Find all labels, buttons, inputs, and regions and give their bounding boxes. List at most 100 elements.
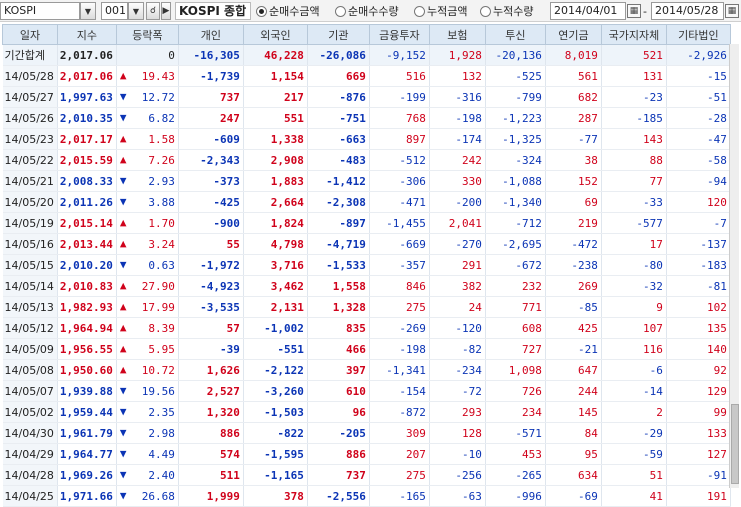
value-govt: -32 [601, 275, 667, 297]
change-cell: ▲ 27.90 [116, 275, 179, 297]
value-others: -28 [666, 107, 731, 129]
radio-dot-icon[interactable] [256, 5, 267, 17]
value-fin: 846 [369, 275, 430, 297]
table-row[interactable]: 14/05/28 2,017.06 ▲ 19.43 -1,739 1,154 669 516 1… [2, 65, 731, 87]
value-insurance: -316 [429, 86, 486, 108]
table-row[interactable]: 14/05/07 1,939.88 ▼ 19.56 2,527 -3,260 610 -154… [2, 380, 731, 402]
index-value: 2,011.26 [57, 191, 117, 213]
radio-cumulative-amount[interactable]: 누적금액 [414, 2, 467, 20]
column-header[interactable]: 기타법인 [665, 24, 731, 45]
row-date: 14/05/09 [2, 338, 58, 360]
triangle-up-icon: ▲ [119, 321, 127, 334]
value-govt: 521 [601, 44, 667, 66]
change-value: 26.68 [141, 489, 175, 503]
radio-dot-icon[interactable] [480, 5, 491, 17]
column-header[interactable]: 지수 [56, 24, 117, 45]
date-separator: - [643, 4, 647, 18]
column-header[interactable]: 개인 [177, 24, 244, 45]
date-from-field[interactable]: 2014/04/01 ▦ [550, 2, 641, 20]
table-row[interactable]: 14/05/23 2,017.17 ▲ 1.58 -609 1,338 -663 897 -17… [2, 128, 731, 150]
column-header[interactable]: 금융투자 [368, 24, 430, 45]
table-row[interactable]: 14/05/27 1,997.63 ▼ 12.72 737 217 -876 -199 -316… [2, 86, 731, 108]
value-govt: 77 [601, 170, 667, 192]
table-row[interactable]: 14/05/14 2,010.83 ▲ 27.90 -4,923 3,462 1,558 84… [2, 275, 731, 297]
column-header[interactable]: 투신 [484, 24, 546, 45]
table-row[interactable]: 14/04/30 1,961.79 ▼ 2.98 886 -822 -205 309 128 -5… [2, 422, 731, 444]
column-header[interactable]: 등락폭 [115, 24, 179, 45]
table-row[interactable]: 14/05/02 1,959.44 ▼ 2.35 1,320 -1,503 96 -872 29… [2, 401, 731, 423]
table-row[interactable]: 14/05/15 2,010.20 ▼ 0.63 -1,972 3,716 -1,533 -3… [2, 254, 731, 276]
index-value: 1,959.44 [57, 401, 117, 423]
search-button[interactable]: ☌ [146, 2, 160, 20]
summary-row[interactable]: 기간합계 2,017.06 0 -16,305 46,228 -26,086 -9,152 1… [2, 44, 731, 66]
value-fin: -154 [369, 380, 430, 402]
value-others: -58 [666, 149, 731, 171]
value-insurance: 291 [429, 254, 486, 276]
column-header[interactable]: 외국인 [242, 24, 308, 45]
value-personal: -2,343 [178, 149, 244, 171]
value-pension: 634 [545, 464, 602, 486]
value-fin: -306 [369, 170, 430, 192]
column-header[interactable]: 국가지자체 [600, 24, 667, 45]
chevron-down-icon[interactable]: ▼ [80, 2, 96, 20]
value-pension: 647 [545, 359, 602, 381]
table-row[interactable]: 14/05/08 1,950.60 ▲ 10.72 1,626 -2,122 397 -1,3… [2, 359, 731, 381]
value-fin: 207 [369, 443, 430, 465]
value-institution: -663 [307, 128, 370, 150]
next-button[interactable]: ▶ [161, 2, 171, 20]
calendar-icon[interactable]: ▦ [627, 4, 641, 18]
index-value: 1,950.60 [57, 359, 117, 381]
play-icon[interactable]: ▶ [161, 2, 171, 20]
table-row[interactable]: 14/05/13 1,982.93 ▲ 17.99 -3,535 2,131 1,328 27… [2, 296, 731, 318]
row-date: 14/05/08 [2, 359, 58, 381]
radio-net-buy-amount[interactable]: 순매수금액 [256, 2, 320, 20]
value-foreign: -3,260 [243, 380, 308, 402]
value-insurance: -120 [429, 317, 486, 339]
value-insurance: 1,928 [429, 44, 486, 66]
triangle-up-icon: ▲ [119, 363, 127, 376]
table-row[interactable]: 14/04/29 1,964.77 ▼ 4.49 574 -1,595 886 207 -10 4… [2, 443, 731, 465]
row-date: 14/04/28 [2, 464, 58, 486]
value-others: -94 [666, 170, 731, 192]
change-cell: ▲ 3.24 [116, 233, 179, 255]
column-header[interactable]: 기관 [306, 24, 370, 45]
index-select[interactable]: KOSPI ▼ [0, 2, 96, 20]
value-institution: -4,719 [307, 233, 370, 255]
chevron-down-icon[interactable]: ▼ [128, 2, 144, 20]
scrollbar-thumb[interactable] [731, 404, 739, 484]
value-personal: -900 [178, 212, 244, 234]
value-others: -81 [666, 275, 731, 297]
table-row[interactable]: 14/05/22 2,015.59 ▲ 7.26 -2,343 2,908 -483 -512… [2, 149, 731, 171]
table-row[interactable]: 14/05/21 2,008.33 ▼ 2.93 -373 1,883 -1,412 -306… [2, 170, 731, 192]
date-to-field[interactable]: 2014/05/28 ▦ [651, 2, 739, 20]
date-to[interactable]: 2014/05/28 [651, 2, 724, 20]
date-from[interactable]: 2014/04/01 [550, 2, 626, 20]
table-row[interactable]: 14/05/09 1,956.55 ▲ 5.95 -39 -551 466 -198 -82 72… [2, 338, 731, 360]
value-foreign: 3,462 [243, 275, 308, 297]
investor-trading-table: 일자 지수 등락폭 개인 외국인 기관 금융투자 보험 투신 연기금 국가지자체 기타법인 기간합계 2… [2, 24, 731, 507]
table-row[interactable]: 14/04/28 1,969.26 ▼ 2.40 511 -1,165 737 275 -256… [2, 464, 731, 486]
table-row[interactable]: 14/05/26 2,010.35 ▼ 6.82 247 551 -751 768 -198 -1… [2, 107, 731, 129]
table-row[interactable]: 14/05/20 2,011.26 ▼ 3.88 -425 2,664 -2,308 -471… [2, 191, 731, 213]
column-header[interactable]: 보험 [428, 24, 486, 45]
column-header[interactable]: 연기금 [544, 24, 602, 45]
radio-dot-icon[interactable] [414, 5, 425, 17]
code-field[interactable]: 001 [101, 2, 128, 20]
radio-net-buy-quantity[interactable]: 순매수수량 [335, 2, 399, 20]
table-row[interactable]: 14/05/12 1,964.94 ▲ 8.39 57 -1,002 835 -269 -120… [2, 317, 731, 339]
value-personal: 886 [178, 422, 244, 444]
value-insurance: 128 [429, 422, 486, 444]
value-fin: 309 [369, 422, 430, 444]
code-select[interactable]: 001 ▼ [101, 2, 144, 20]
value-others: -137 [666, 233, 731, 255]
search-icon[interactable]: ☌ [146, 2, 160, 20]
vertical-scrollbar[interactable] [729, 44, 739, 488]
value-pension: 95 [545, 443, 602, 465]
table-row[interactable]: 14/05/19 2,015.14 ▲ 1.70 -900 1,824 -897 -1,455… [2, 212, 731, 234]
calendar-icon[interactable]: ▦ [725, 4, 739, 18]
table-row[interactable]: 14/05/16 2,013.44 ▲ 3.24 55 4,798 -4,719 -669 -2… [2, 233, 731, 255]
radio-cumulative-quantity[interactable]: 누적수량 [480, 2, 533, 20]
change-value: 10.72 [141, 363, 175, 377]
column-header[interactable]: 일자 [2, 24, 58, 45]
radio-dot-icon[interactable] [335, 5, 346, 17]
